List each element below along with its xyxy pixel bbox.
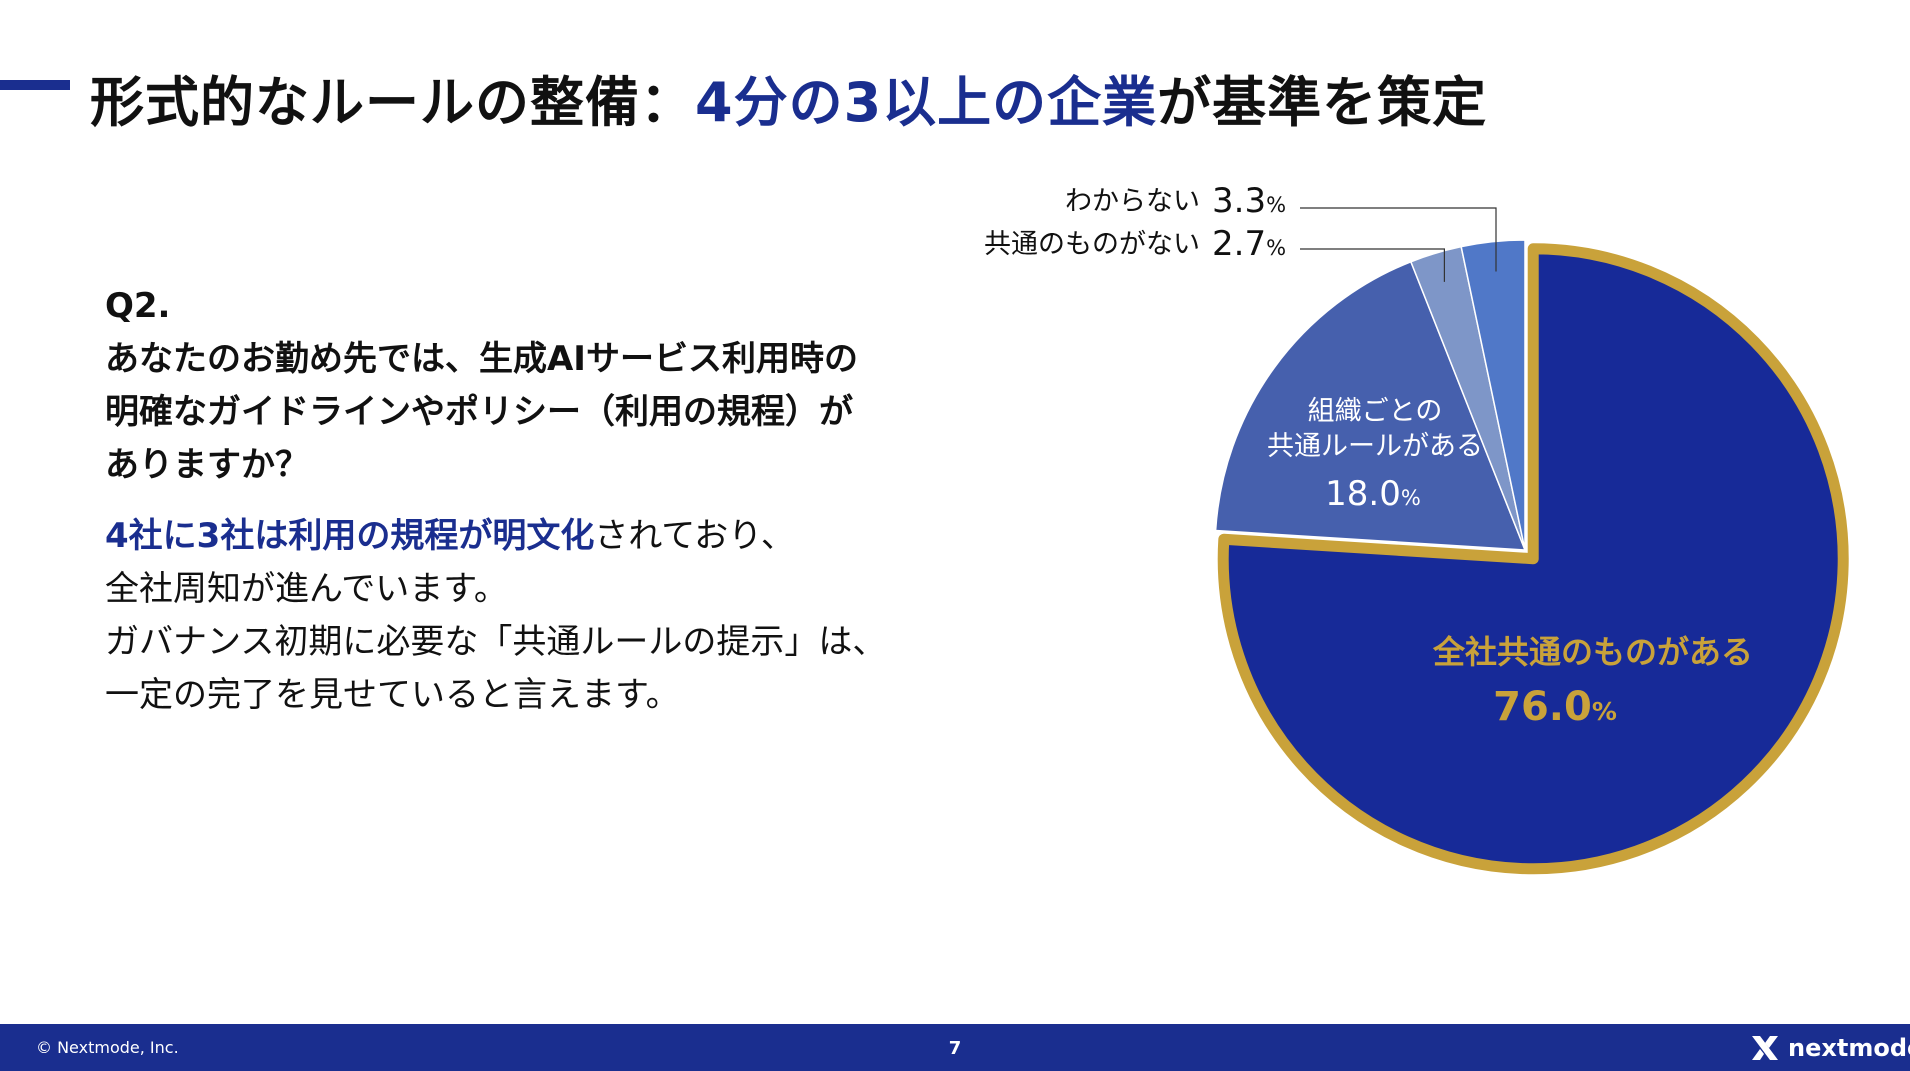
- summary-line-1: 4社に3社は利用の規程が明文化されており、: [105, 510, 965, 563]
- summary-line-2: 全社周知が進んでいます。: [105, 569, 508, 609]
- leader-unknown: [1300, 207, 1497, 272]
- label-per-org-line1: 組織ごとの: [1308, 396, 1443, 427]
- value-per-org: 18.0%: [1325, 474, 1421, 514]
- pie-slice-unknown: [1460, 239, 1526, 551]
- pie-slice-company-wide: [1217, 243, 1849, 875]
- label-company-wide: 全社共通のものがある: [1432, 633, 1753, 671]
- nextmode-x-icon: [1752, 1036, 1778, 1060]
- question-block: Q2. あなたのお勤め先では、生成AIサービス利用時の 明確なガイドラインやポリ…: [105, 280, 945, 492]
- question-line-3: ありますか？: [105, 445, 309, 485]
- title-part1: 形式的なルールの整備：: [90, 71, 695, 134]
- summary-line-1-rest: されており、: [594, 516, 795, 556]
- label-per-org-line2: 共通ルールがある: [1267, 431, 1483, 462]
- question-number: Q2.: [105, 286, 171, 326]
- leader-none: [1300, 248, 1446, 282]
- value-none: 2.7%: [1212, 224, 1286, 264]
- label-none: 共通のものがない: [984, 229, 1200, 260]
- value-company-wide: 76.0%: [1493, 684, 1617, 730]
- title-highlight: 4分の3以上の企業: [695, 71, 1158, 134]
- question-line-2: 明確なガイドラインやポリシー（利用の規程）が: [105, 392, 853, 432]
- value-unknown: 3.3%: [1212, 181, 1286, 221]
- nextmode-logo: nextmode: [1750, 1032, 1910, 1064]
- page-title: 形式的なルールの整備：4分の3以上の企業が基準を策定: [90, 58, 1487, 137]
- label-unknown: わからない: [1065, 186, 1200, 217]
- summary-line-4: 一定の完了を見せていると言えます。: [105, 675, 680, 715]
- summary-block: 4社に3社は利用の規程が明文化されており、 全社周知が進んでいます。 ガバナンス…: [105, 510, 965, 722]
- summary-line-3: ガバナンス初期に必要な「共通ルールの提示」は、: [105, 622, 887, 662]
- page-number: 7: [948, 1038, 962, 1059]
- pie-slice-per-org: [1214, 261, 1526, 551]
- summary-highlight: 4社に3社は利用の規程が明文化: [105, 516, 595, 556]
- title-accent-bar: [0, 80, 70, 90]
- title-part2: が基準を策定: [1157, 71, 1488, 134]
- question-line-1: あなたのお勤め先では、生成AIサービス利用時の: [105, 339, 858, 379]
- copyright-text: © Nextmode, Inc.: [36, 1038, 179, 1057]
- logo-text: nextmode: [1788, 1034, 1910, 1062]
- footer: © Nextmode, Inc. 7 nextmode: [0, 1024, 1910, 1071]
